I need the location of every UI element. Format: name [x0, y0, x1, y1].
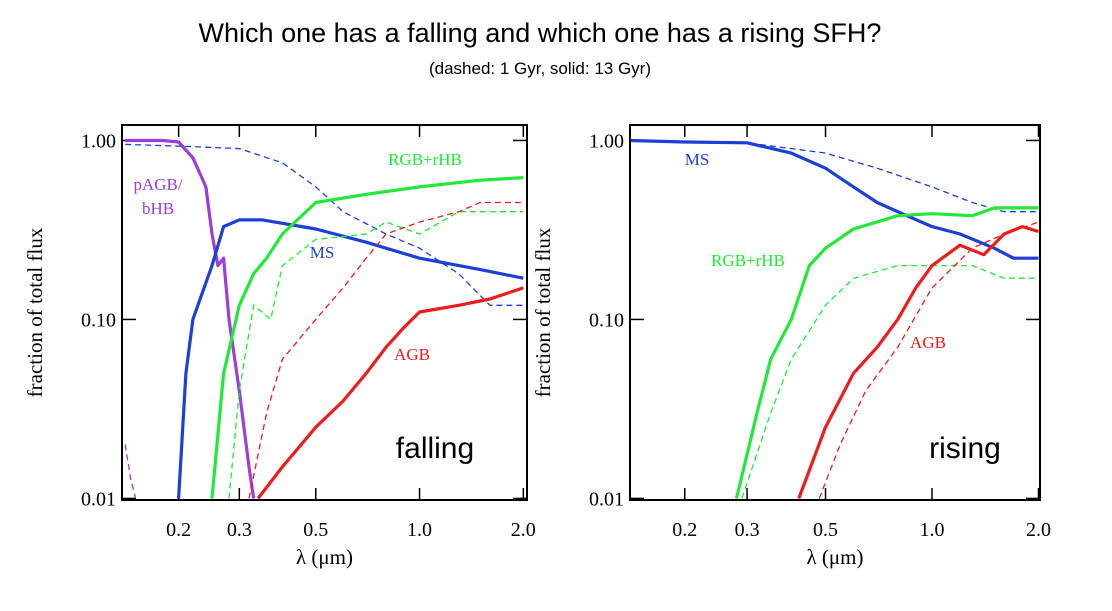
series-line	[734, 206, 1039, 499]
panel: 0.2 0.3 0.5 1.0 2.0 0.01 0.10 1.00 MS RGB+rHB AGB λ…	[531, 124, 1051, 569]
series-label: AGB	[910, 333, 946, 352]
y-axis-label: fraction of total flux	[531, 227, 555, 397]
x-tick-label: 0.2	[166, 519, 191, 541]
title: Which one has a falling and which one ha…	[199, 18, 882, 48]
x-tick-label: 0.5	[813, 519, 838, 541]
series-label: RGB+rHB	[711, 251, 785, 270]
y-tick-label: 0.10	[589, 309, 624, 331]
x-axis-label: λ (μm)	[806, 545, 863, 569]
y-tick-label: 0.10	[81, 309, 116, 331]
series-line	[256, 286, 524, 500]
series-line	[177, 218, 524, 499]
series-line	[630, 138, 1039, 260]
series-line	[210, 176, 524, 499]
x-tick-label: 0.3	[227, 519, 252, 541]
y-tick-label: 1.00	[589, 130, 624, 152]
y-axis-label: fraction of total flux	[23, 227, 47, 397]
panel: 0.2 0.3 0.5 1.0 2.0 0.01 0.10 1.00 pAGB/bHB MS RGB…	[23, 124, 536, 569]
series-label: MS	[310, 243, 335, 262]
series-label: AGB	[394, 345, 430, 364]
x-tick-label: 2.0	[1026, 519, 1051, 541]
plot-frame	[121, 124, 528, 501]
y-tick-label: 0.01	[589, 488, 624, 510]
series-label: RGB+rHB	[388, 150, 462, 169]
series-label: MS	[685, 150, 710, 169]
x-tick-label: 2.0	[511, 519, 536, 541]
series-line	[248, 201, 524, 499]
series-line	[228, 211, 524, 499]
x-tick-label: 1.0	[407, 519, 432, 541]
x-axis-label: λ (μm)	[296, 545, 353, 569]
panel-label: rising	[929, 432, 1001, 465]
series-line	[125, 138, 256, 499]
series-line	[630, 139, 1039, 213]
panel-label: falling	[396, 432, 474, 465]
series-line	[125, 143, 524, 306]
plot-frame	[629, 124, 1041, 501]
x-tick-label: 1.0	[920, 519, 945, 541]
y-tick-label: 1.00	[81, 130, 116, 152]
x-tick-label: 0.2	[672, 519, 697, 541]
series-label: pAGB/bHB	[133, 175, 182, 218]
y-tick-label: 0.01	[81, 488, 116, 510]
series-line	[818, 221, 1039, 499]
x-tick-label: 0.5	[303, 519, 328, 541]
series-line	[741, 264, 1039, 499]
x-tick-label: 0.3	[735, 519, 760, 541]
series-line	[124, 444, 137, 499]
subtitle: (dashed: 1 Gyr, solid: 13 Gyr)	[429, 59, 651, 78]
